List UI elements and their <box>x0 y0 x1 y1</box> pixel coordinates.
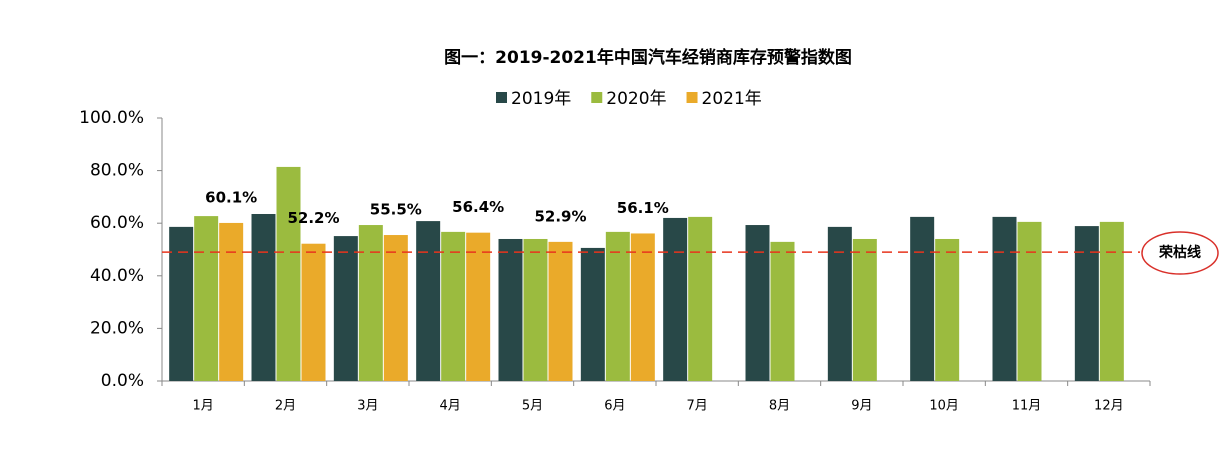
y-tick-label: 80.0% <box>90 161 144 181</box>
bar <box>251 213 276 381</box>
x-tick-label: 4月 <box>440 399 461 414</box>
bar <box>466 232 491 381</box>
bar <box>523 238 548 381</box>
bar <box>276 166 301 381</box>
y-tick-label: 40.0% <box>90 266 144 286</box>
data-label: 52.2% <box>287 209 339 227</box>
data-label: 55.5% <box>370 201 422 219</box>
bar <box>358 225 383 381</box>
x-tick-label: 3月 <box>357 399 378 414</box>
reference-label: 荣枯线 <box>1158 244 1201 261</box>
bar <box>548 241 573 381</box>
bar <box>1074 226 1099 381</box>
x-tick-label: 12月 <box>1094 399 1124 414</box>
data-label: 60.1% <box>205 188 257 206</box>
bar <box>1099 221 1124 381</box>
bar <box>169 226 194 381</box>
x-tick-label: 10月 <box>929 399 959 414</box>
bar <box>580 247 605 381</box>
bar <box>852 238 877 381</box>
x-tick-label: 7月 <box>687 399 708 414</box>
legend-label: 2021年 <box>702 89 762 109</box>
legend-swatch <box>496 92 507 103</box>
y-tick-label: 20.0% <box>90 318 144 338</box>
x-tick-label: 8月 <box>769 399 790 414</box>
x-tick-label: 6月 <box>604 399 625 414</box>
x-tick-label: 9月 <box>851 399 872 414</box>
x-tick-label: 11月 <box>1012 399 1042 414</box>
bar <box>663 217 688 381</box>
bar <box>688 216 713 381</box>
data-label: 56.1% <box>617 199 669 217</box>
legend-swatch <box>686 92 698 103</box>
bar <box>827 226 852 381</box>
legend-swatch <box>591 92 603 103</box>
bar <box>745 225 770 381</box>
x-tick-label: 2月 <box>275 399 296 414</box>
legend-label: 2020年 <box>606 89 666 109</box>
bar <box>910 216 935 381</box>
x-tick-label: 5月 <box>522 399 543 414</box>
x-tick-label: 1月 <box>193 399 214 414</box>
bar <box>416 221 441 381</box>
y-tick-label: 100.0% <box>79 108 144 128</box>
data-label: 52.9% <box>534 207 586 225</box>
data-label: 56.4% <box>452 198 504 216</box>
chart-title: 图一：2019-2021年中国汽车经销商库存预警指数图 <box>444 47 852 68</box>
bar <box>219 222 244 381</box>
bar <box>498 238 523 381</box>
bar <box>605 231 630 381</box>
bar <box>441 231 466 381</box>
y-tick-label: 60.0% <box>90 213 144 233</box>
bar <box>333 236 358 381</box>
legend-label: 2019年 <box>511 89 571 109</box>
bar <box>770 241 795 381</box>
bar <box>935 238 960 381</box>
bar <box>630 233 655 381</box>
annotation-circle <box>1141 231 1219 275</box>
bar <box>301 243 326 381</box>
bar <box>992 216 1017 381</box>
bar <box>383 235 408 381</box>
y-tick-label: 0.0% <box>101 371 144 391</box>
bar <box>1017 221 1042 381</box>
bar <box>194 216 219 381</box>
